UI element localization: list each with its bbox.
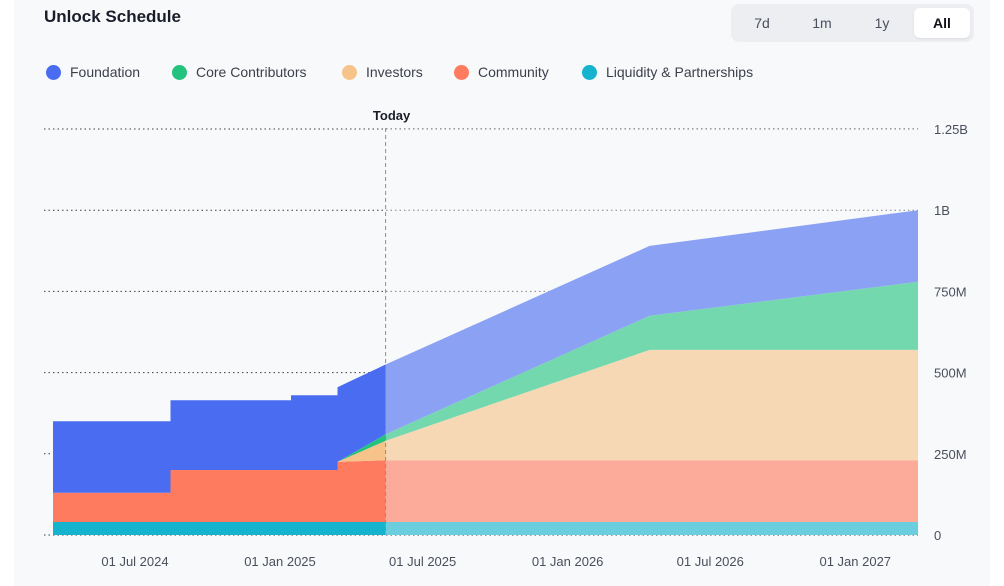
today-label: Today <box>373 108 411 123</box>
legend-label: Community <box>478 64 549 80</box>
legend-item-core-contributors[interactable]: Core Contributors <box>172 64 307 80</box>
x-tick-label: 01 Jul 2025 <box>389 554 456 569</box>
time-range-selector: 7d 1m 1y All <box>731 4 974 42</box>
legend-label: Investors <box>366 64 423 80</box>
area-core-contributors[interactable] <box>53 281 918 493</box>
y-tick-label: 500M <box>934 366 967 381</box>
axis-labels: 0 250M 500M 750M 1B 1.25B 01 Jul 2024 01 Jan 20… <box>101 122 968 569</box>
future-tint <box>385 129 918 535</box>
y-tick-label: 0 <box>934 528 941 543</box>
legend-item-investors[interactable]: Investors <box>342 64 423 80</box>
today-marker: Today <box>373 108 411 535</box>
future-overlay <box>385 129 918 535</box>
x-tick-label: 01 Jan 2025 <box>244 554 316 569</box>
x-tick-label: 01 Jul 2026 <box>677 554 744 569</box>
x-tick-label: 01 Jul 2024 <box>101 554 168 569</box>
area-liquidity-partnerships[interactable] <box>53 522 918 535</box>
y-tick-label: 1.25B <box>934 122 968 137</box>
legend-dot-icon <box>582 64 597 80</box>
range-7d-button[interactable]: 7d <box>734 8 790 38</box>
legend-dot-icon <box>342 64 357 80</box>
area-investors[interactable] <box>53 349 918 493</box>
y-tick-label: 250M <box>934 447 967 462</box>
area-community[interactable] <box>53 460 918 522</box>
y-tick-label: 1B <box>934 203 950 218</box>
legend-label: Foundation <box>70 64 141 80</box>
range-1m-button[interactable]: 1m <box>794 8 850 38</box>
legend-dot-icon <box>172 64 187 80</box>
legend-dot-icon <box>46 64 61 80</box>
legend-item-foundation[interactable]: Foundation <box>46 64 140 80</box>
y-tick-label: 750M <box>934 284 967 299</box>
page-title: Unlock Schedule <box>44 7 181 26</box>
x-tick-label: 01 Jan 2027 <box>819 554 891 569</box>
stacked-areas <box>53 210 918 535</box>
x-tick-label: 01 Jan 2026 <box>532 554 604 569</box>
area-foundation[interactable] <box>53 210 918 493</box>
legend-dot-icon <box>454 64 469 80</box>
range-all-button[interactable]: All <box>914 8 970 38</box>
legend-item-liquidity-partnerships[interactable]: Liquidity & Partnerships <box>582 64 753 80</box>
legend-item-community[interactable]: Community <box>454 64 549 80</box>
range-1y-button[interactable]: 1y <box>854 8 910 38</box>
legend-label: Core Contributors <box>196 64 307 80</box>
legend-label: Liquidity & Partnerships <box>606 64 754 80</box>
